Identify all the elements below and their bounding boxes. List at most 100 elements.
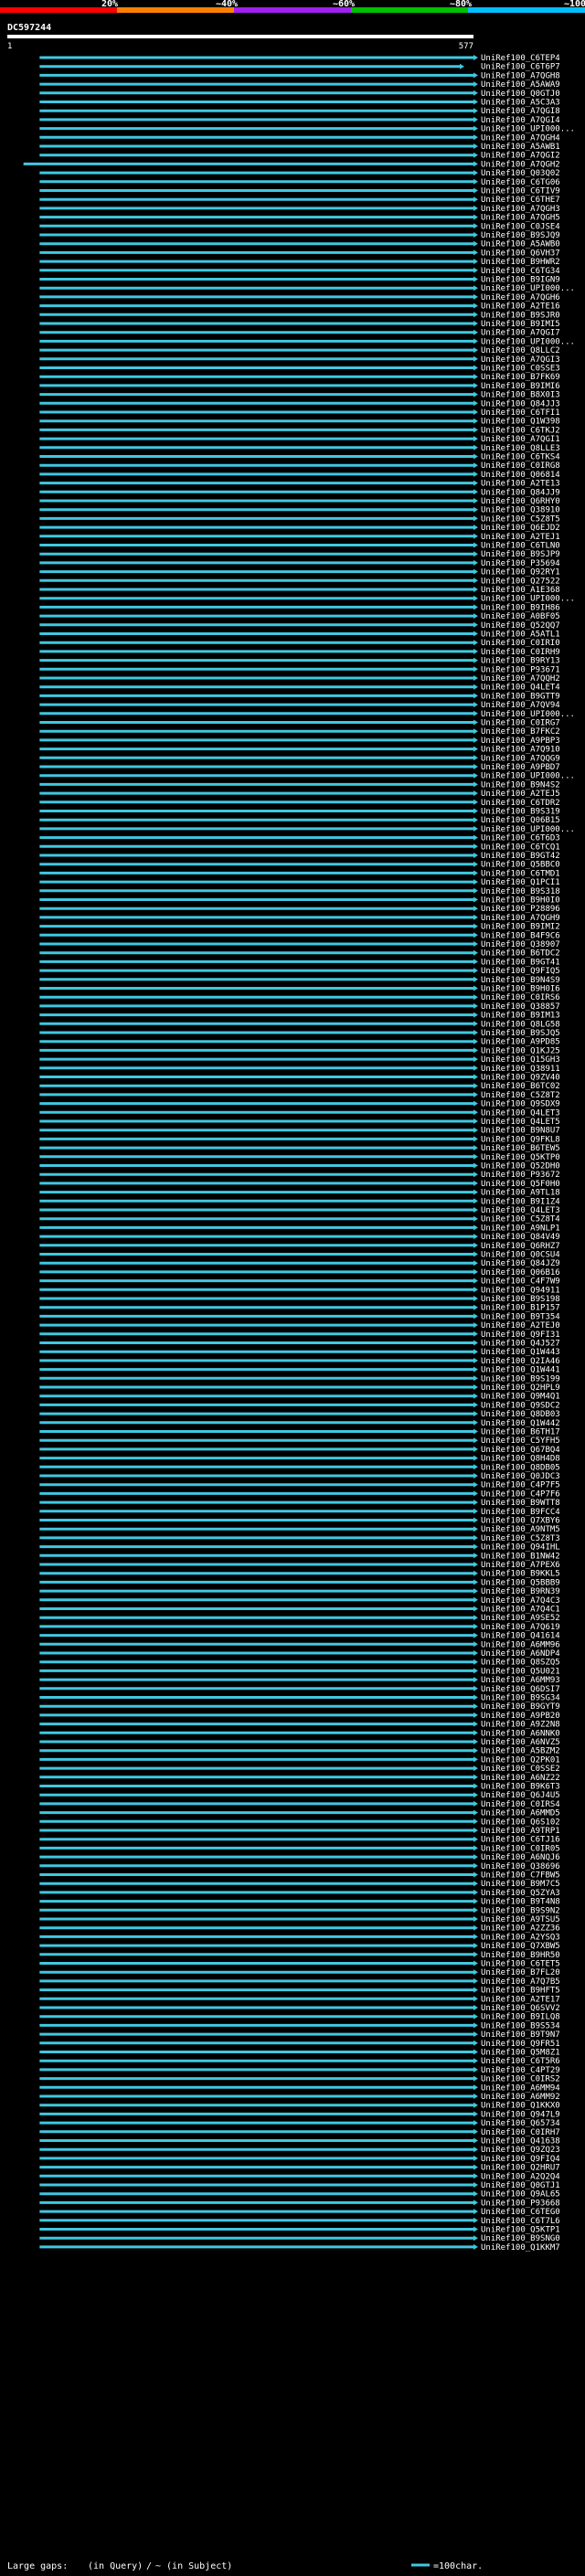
hit-label[interactable]: UniRef100_Q9FI31 [481, 1330, 560, 1340]
hit-row[interactable]: UniRef100_Q92RY1 [39, 568, 560, 578]
hit-label[interactable]: UniRef100_A9NLP1 [481, 1224, 560, 1233]
hit-row[interactable]: UniRef100_A7QGH4 [39, 133, 560, 143]
hit-row[interactable]: UniRef100_C0JSE4 [39, 222, 560, 231]
hit-label[interactable]: UniRef100_B9GTT9 [481, 692, 560, 701]
hit-row[interactable]: UniRef100_Q03Q02 [39, 169, 560, 178]
hit-row[interactable]: UniRef100_Q38857 [39, 1002, 560, 1012]
hit-label[interactable]: UniRef100_Q27522 [481, 577, 560, 586]
hit-label[interactable]: UniRef100_C0IRH7 [481, 2128, 560, 2137]
hit-label[interactable]: UniRef100_Q06B15 [481, 816, 560, 825]
hit-row[interactable]: UniRef100_A7QQG9 [39, 754, 560, 763]
hit-row[interactable]: UniRef100_A7QGI3 [39, 355, 560, 365]
hit-label[interactable]: UniRef100_C6T6D3 [481, 834, 560, 843]
hit-row[interactable]: UniRef100_A7QV94 [39, 701, 560, 710]
hit-label[interactable]: UniRef100_A7QGH5 [481, 214, 560, 223]
hit-label[interactable]: UniRef100_Q4J527 [481, 1340, 560, 1349]
hit-label[interactable]: UniRef100_B7FK69 [481, 373, 560, 382]
hit-label[interactable]: UniRef100_B9HFT5 [481, 1987, 560, 1996]
hit-row[interactable]: UniRef100_A7QGI2 [39, 152, 560, 161]
hit-label[interactable]: UniRef100_Q84V49 [481, 1233, 560, 1242]
hit-row[interactable]: UniRef100_Q5KTP1 [39, 2226, 560, 2235]
hit-label[interactable]: UniRef100_C5Z8T3 [481, 1534, 560, 1543]
hit-label[interactable]: UniRef100_A7QGI2 [481, 152, 560, 161]
hit-row[interactable]: UniRef100_Q8DB03 [39, 1410, 560, 1419]
hit-row[interactable]: UniRef100_Q1KJ25 [39, 1046, 560, 1055]
hit-row[interactable]: UniRef100_C6TKS4 [39, 453, 560, 462]
hit-label[interactable]: UniRef100_B9IH86 [481, 603, 560, 612]
hit-label[interactable]: UniRef100_Q4LET4 [481, 684, 560, 693]
hit-row[interactable]: UniRef100_C6T6P7 [39, 63, 560, 72]
hit-label[interactable]: UniRef100_C6TKJ2 [481, 426, 560, 435]
hit-label[interactable]: UniRef100_Q52DH0 [481, 1162, 560, 1171]
hit-row[interactable]: UniRef100_Q7XBY6 [39, 1517, 560, 1526]
hit-row[interactable]: UniRef100_B6TEW5 [39, 1144, 560, 1153]
hit-label[interactable]: UniRef100_B6TDC2 [481, 949, 560, 959]
hit-row[interactable]: UniRef100_Q5KTP0 [39, 1153, 560, 1162]
hit-label[interactable]: UniRef100_Q0JDC3 [481, 1472, 560, 1481]
hit-row[interactable]: UniRef100_Q9FIQ5 [39, 967, 560, 976]
hit-label[interactable]: UniRef100_A2TE16 [481, 302, 560, 312]
hit-row[interactable]: UniRef100_A6MMD5 [39, 1809, 560, 1818]
hit-label[interactable]: UniRef100_A9SE52 [481, 1614, 560, 1623]
hit-row[interactable]: UniRef100_Q0GTJ0 [39, 90, 560, 99]
hit-label[interactable]: UniRef100_C0IRS2 [481, 2075, 560, 2084]
hit-label[interactable]: UniRef100_B9HR50 [481, 1951, 560, 1960]
hit-row[interactable]: UniRef100_A2TE16 [39, 302, 560, 312]
hit-label[interactable]: UniRef100_UPI000... [481, 710, 575, 719]
hit-label[interactable]: UniRef100_A7QGI7 [481, 329, 560, 338]
hit-label[interactable]: UniRef100_UPI000... [481, 595, 575, 604]
hit-row[interactable]: UniRef100_Q67BQ4 [39, 1446, 560, 1455]
hit-label[interactable]: UniRef100_Q52QQ7 [481, 621, 560, 631]
hit-row[interactable]: UniRef100_A2ZZ36 [39, 1924, 560, 1934]
hit-label[interactable]: UniRef100_Q6EJD2 [481, 524, 560, 533]
hit-label[interactable]: UniRef100_Q94911 [481, 1286, 560, 1295]
hit-row[interactable]: UniRef100_A7QGI1 [39, 435, 560, 444]
hit-row[interactable]: UniRef100_C0IRI0 [39, 639, 560, 648]
hit-row[interactable]: UniRef100_UPI000... [39, 772, 575, 781]
hit-label[interactable]: UniRef100_C6TMD1 [481, 869, 560, 878]
hit-row[interactable]: UniRef100_Q5ZYA3 [39, 1889, 560, 1898]
hit-row[interactable]: UniRef100_C4P7F6 [39, 1489, 560, 1499]
hit-label[interactable]: UniRef100_B9SJQ5 [481, 1029, 560, 1038]
hit-label[interactable]: UniRef100_C6T6P7 [481, 63, 560, 72]
hit-label[interactable]: UniRef100_A5AWB1 [481, 143, 560, 152]
hit-label[interactable]: UniRef100_C6TG06 [481, 178, 560, 187]
hit-label[interactable]: UniRef100_Q38910 [481, 506, 560, 515]
hit-row[interactable]: UniRef100_B9IGN9 [39, 276, 560, 285]
hit-label[interactable]: UniRef100_B9N4S9 [481, 976, 560, 985]
hit-row[interactable]: UniRef100_Q5BBB9 [39, 1578, 560, 1587]
hit-row[interactable]: UniRef100_A6MM96 [39, 1640, 560, 1649]
hit-label[interactable]: UniRef100_C0JSE4 [481, 222, 560, 231]
hit-row[interactable]: UniRef100_Q8LLC2 [39, 346, 560, 355]
hit-label[interactable]: UniRef100_UPI000... [481, 284, 575, 293]
hit-label[interactable]: UniRef100_Q9AL65 [481, 2190, 560, 2200]
hit-row[interactable]: UniRef100_A7QGI4 [39, 116, 560, 125]
hit-row[interactable]: UniRef100_Q94911 [39, 1286, 560, 1295]
hit-row[interactable]: UniRef100_C5Z8T2 [39, 1091, 560, 1100]
hit-row[interactable]: UniRef100_C5Z8T4 [39, 1215, 560, 1224]
hit-label[interactable]: UniRef100_B9T4N8 [481, 1898, 560, 1907]
hit-label[interactable]: UniRef100_P93671 [481, 665, 560, 674]
hit-row[interactable]: UniRef100_Q2HRU7 [39, 2164, 560, 2173]
hit-row[interactable]: UniRef100_B9SNG0 [39, 2234, 560, 2243]
hit-label[interactable]: UniRef100_C5Z8T5 [481, 514, 560, 524]
hit-row[interactable]: UniRef100_A9SE52 [39, 1614, 560, 1623]
hit-row[interactable]: UniRef100_B9RN39 [39, 1587, 560, 1596]
hit-row[interactable]: UniRef100_C6TIV9 [39, 187, 560, 196]
hit-row[interactable]: UniRef100_A9TSU5 [39, 1915, 560, 1924]
hit-label[interactable]: UniRef100_C6TEG0 [481, 2208, 560, 2217]
hit-row[interactable]: UniRef100_Q0JDC3 [39, 1472, 560, 1481]
hit-row[interactable]: UniRef100_B1NW42 [39, 1552, 560, 1561]
hit-row[interactable]: UniRef100_Q84V49 [39, 1233, 560, 1242]
hit-label[interactable]: UniRef100_C0IRS6 [481, 993, 560, 1002]
hit-row[interactable]: UniRef100_B7FK69 [39, 373, 560, 382]
hit-row[interactable]: UniRef100_C5Z8T3 [39, 1534, 560, 1543]
hit-row[interactable]: UniRef100_Q52QQ7 [39, 621, 560, 631]
hit-label[interactable]: UniRef100_Q65734 [481, 2119, 560, 2128]
hit-row[interactable]: UniRef100_Q2IA46 [39, 1357, 560, 1366]
hit-row[interactable]: UniRef100_Q9FI31 [39, 1330, 560, 1340]
hit-label[interactable]: UniRef100_P93672 [481, 1171, 560, 1180]
hit-label[interactable]: UniRef100_A7QGH6 [481, 293, 560, 302]
hit-row[interactable]: UniRef100_B9RY13 [39, 657, 560, 666]
hit-row[interactable]: UniRef100_A7QGH8 [39, 71, 560, 80]
